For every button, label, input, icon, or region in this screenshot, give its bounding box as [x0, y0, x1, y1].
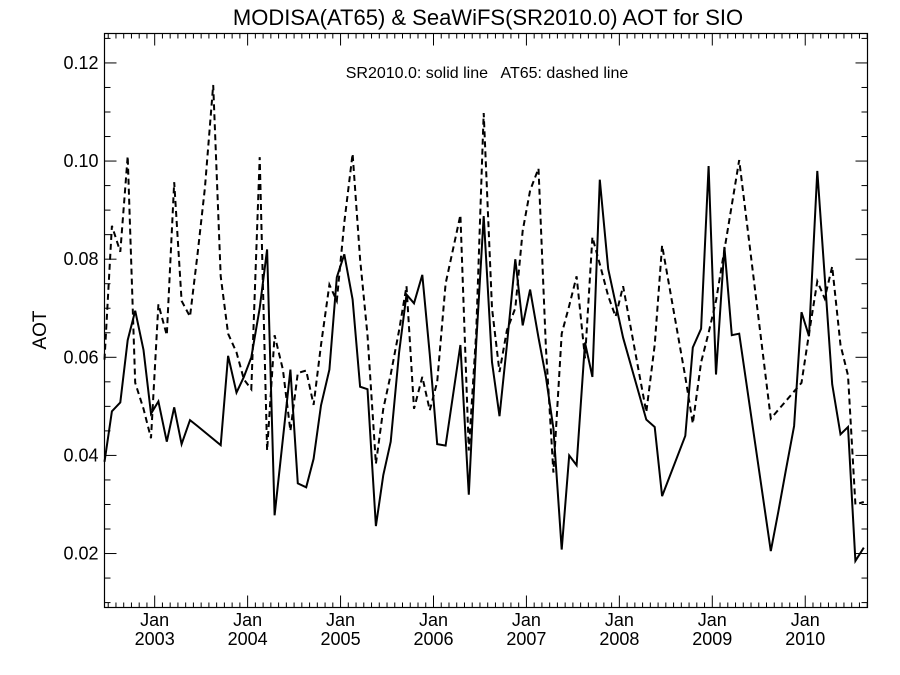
chart-annotation: SR2010.0: solid line AT65: dashed line: [346, 65, 629, 82]
y-tick-label: 0.08: [63, 249, 98, 269]
x-tick-label-year: 2009: [692, 629, 732, 649]
y-tick-label: 0.12: [63, 53, 98, 73]
x-tick-label-month: Jan: [512, 610, 541, 630]
y-axis-label: AOT: [30, 310, 51, 349]
y-tick-label: 0.04: [63, 445, 98, 465]
x-tick-label-month: Jan: [233, 610, 262, 630]
x-tick-label-month: Jan: [791, 610, 820, 630]
x-tick-label-month: Jan: [140, 610, 169, 630]
x-tick-label-year: 2006: [413, 629, 453, 649]
x-tick-label-year: 2008: [599, 629, 639, 649]
x-tick-label-year: 2007: [506, 629, 546, 649]
y-tick-label: 0.06: [63, 347, 98, 367]
plot-frame: [103, 32, 869, 609]
x-axis: Jan2003Jan2004Jan2005Jan2006Jan2007Jan20…: [107, 33, 868, 649]
x-tick-label-year: 2004: [228, 629, 268, 649]
x-tick-label-month: Jan: [326, 610, 355, 630]
series-layer: [103, 84, 865, 565]
x-tick-label-month: Jan: [419, 610, 448, 630]
x-tick-label-month: Jan: [698, 610, 727, 630]
y-tick-label: 0.02: [63, 544, 98, 564]
series-line-sr2010-0: [103, 165, 865, 565]
chart-title: MODISA(AT65) & SeaWiFS(SR2010.0) AOT for…: [233, 5, 743, 30]
x-tick-label-year: 2003: [135, 629, 175, 649]
x-tick-label-month: Jan: [605, 610, 634, 630]
x-tick-label-year: 2010: [785, 629, 825, 649]
y-tick-label: 0.10: [63, 151, 98, 171]
x-tick-label-year: 2005: [321, 629, 361, 649]
y-axis: 0.02 0.04 0.06 0.08 0.10 0.12: [63, 37, 868, 604]
series-line-at65: [103, 84, 865, 506]
